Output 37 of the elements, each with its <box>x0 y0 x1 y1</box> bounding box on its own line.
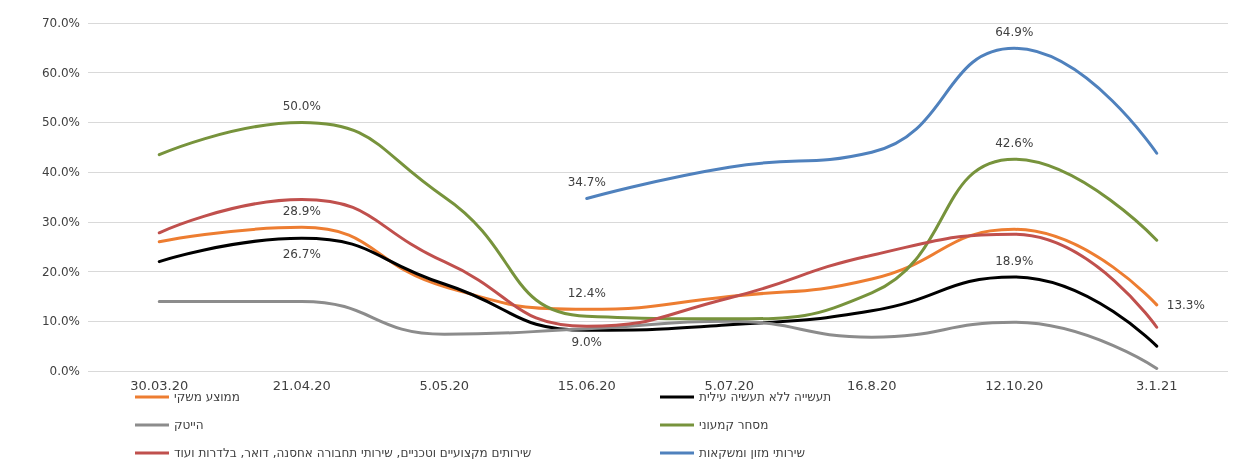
data-label: 13.3% <box>1166 297 1205 312</box>
data-label: 18.9% <box>995 254 1034 269</box>
x-tick-label: 12.10.20 <box>985 378 1044 393</box>
legend-label: הייטק <box>174 418 204 432</box>
x-tick-label: 15.06.20 <box>557 378 616 393</box>
data-label: 64.9% <box>995 25 1034 40</box>
x-tick-label: 5.05.20 <box>419 378 470 393</box>
data-label: 12.4% <box>567 286 606 301</box>
legend-label: שירותים מקצועיים וטכניים, שירותי תחבורה אחסנה, דואר, בלדרות ועוד <box>174 446 532 460</box>
x-tick-label: 3.1.21 <box>1136 378 1178 393</box>
y-tick-label: 0.0% <box>49 364 80 378</box>
data-label: 34.7% <box>567 175 606 190</box>
y-tick-label: 10.0% <box>41 314 80 329</box>
y-tick-label: 30.0% <box>41 214 80 229</box>
y-tick-label: 70.0% <box>41 16 80 30</box>
legend-label: שירותי מזון ומשקאות <box>699 446 805 460</box>
y-tick-label: 50.0% <box>41 115 80 130</box>
legend-label: מסחר קמעוני <box>699 418 769 432</box>
legend-label: ממוצע משקי <box>174 390 240 404</box>
y-tick-label: 20.0% <box>41 264 80 279</box>
y-tick-label: 40.0% <box>41 165 80 180</box>
x-tick-label: 5.07.20 <box>704 378 755 393</box>
data-label: 9.0% <box>571 335 602 350</box>
y-tick-label: 60.0% <box>41 65 80 80</box>
data-label: 42.6% <box>995 136 1034 151</box>
line-series <box>157 299 1159 371</box>
x-tick-label: 30.03.20 <box>130 378 189 393</box>
data-label: 50.0% <box>282 99 321 114</box>
line-series <box>157 225 1159 311</box>
x-tick-label: 21.04.20 <box>272 378 331 393</box>
data-label: 28.9% <box>282 204 321 219</box>
line-series <box>157 197 1159 329</box>
legend-label: תעשייה ללא תעשיה עילית <box>699 390 832 404</box>
line-series <box>157 236 1159 348</box>
line-series <box>157 120 1159 321</box>
x-tick-label: 16.8.20 <box>846 378 897 393</box>
data-label: 26.7% <box>282 247 321 262</box>
